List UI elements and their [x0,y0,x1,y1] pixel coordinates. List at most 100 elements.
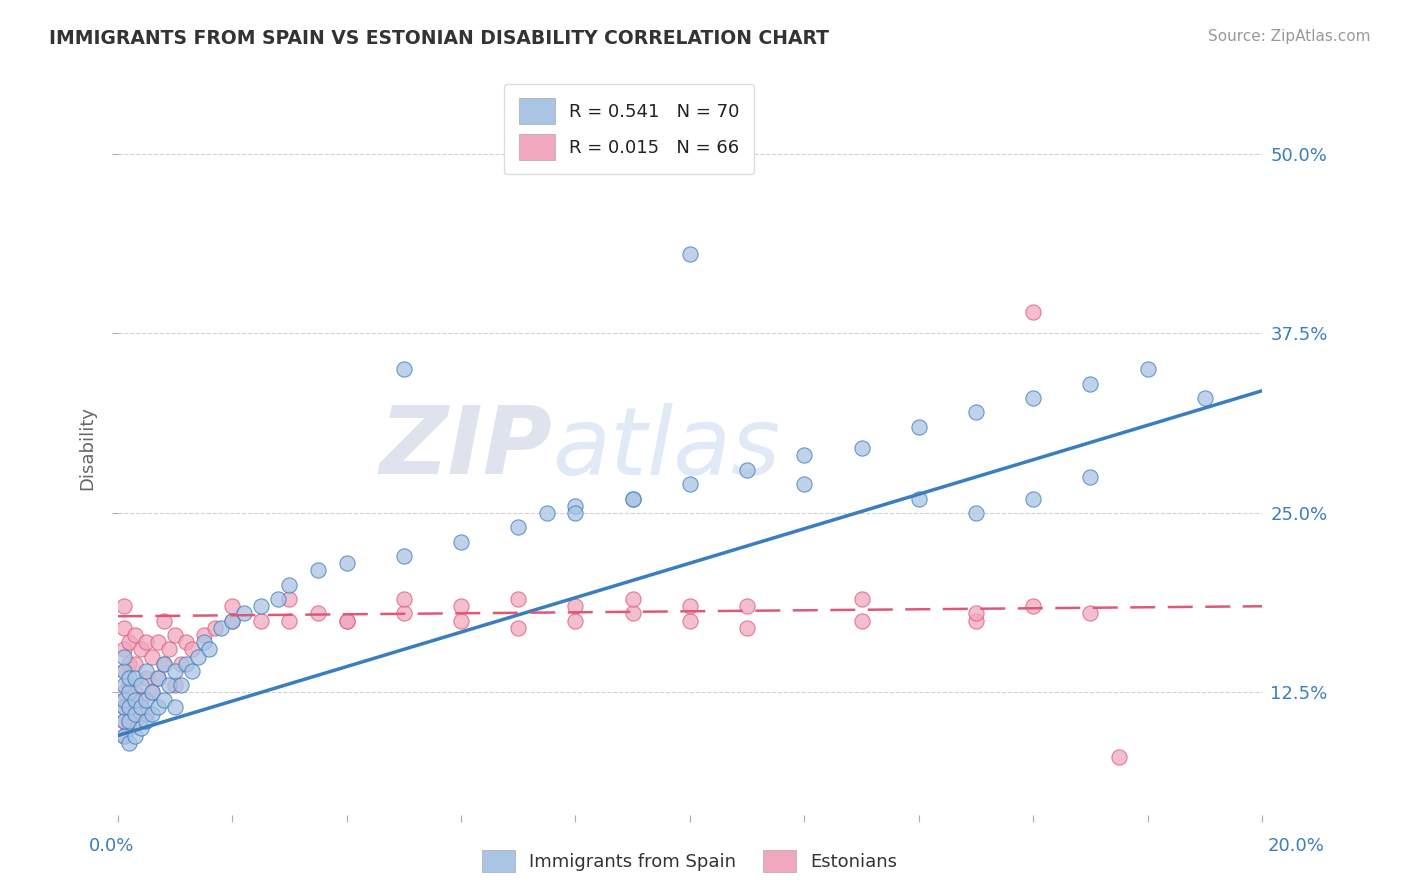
Point [965,614,987,628]
Point [564,614,586,628]
Point [112,621,135,635]
Point [965,607,987,621]
Point [129,699,152,714]
Point [392,549,415,563]
Point [124,706,146,721]
Point [135,664,157,678]
Point [1108,750,1130,764]
Text: ZIP: ZIP [380,402,553,494]
Point [163,628,186,642]
Point [851,441,873,455]
Point [141,685,163,699]
Point [1022,491,1045,506]
Point [141,706,163,721]
Point [135,692,157,706]
Point [112,599,135,614]
Point [152,614,174,628]
Point [450,534,472,549]
Point [1080,376,1102,391]
Point [124,692,146,706]
Point [163,678,186,692]
Point [679,247,702,261]
Point [124,685,146,699]
Point [112,642,135,657]
Point [209,621,232,635]
Text: Source: ZipAtlas.com: Source: ZipAtlas.com [1208,29,1371,44]
Point [152,657,174,671]
Point [536,506,558,520]
Point [118,722,141,736]
Point [141,685,163,699]
Point [135,706,157,721]
Point [163,664,186,678]
Point [392,607,415,621]
Point [118,678,141,692]
Point [124,671,146,685]
Point [221,599,243,614]
Point [735,463,758,477]
Point [193,635,215,649]
Point [1022,391,1045,405]
Point [232,607,254,621]
Point [1194,391,1216,405]
Point [278,592,301,607]
Point [112,729,135,743]
Point [735,599,758,614]
Point [621,607,644,621]
Point [118,699,141,714]
Point [181,664,204,678]
Text: atlas: atlas [553,402,780,494]
Point [679,599,702,614]
Point [118,635,141,649]
Point [112,649,135,664]
Point [135,635,157,649]
Point [146,671,169,685]
Point [564,506,586,520]
Point [1080,607,1102,621]
Point [118,657,141,671]
Point [112,678,135,692]
Point [181,642,204,657]
Point [392,592,415,607]
Point [621,491,644,506]
Point [204,621,226,635]
Point [1022,599,1045,614]
Point [336,556,359,570]
Point [1136,362,1159,376]
Point [146,635,169,649]
Legend: Immigrants from Spain, Estonians: Immigrants from Spain, Estonians [475,842,904,879]
Point [152,657,174,671]
Point [112,729,135,743]
Point [152,692,174,706]
Point [278,614,301,628]
Point [118,736,141,750]
Point [621,592,644,607]
Point [141,649,163,664]
Point [392,362,415,376]
Y-axis label: Disability: Disability [79,406,96,491]
Point [129,692,152,706]
Point [564,599,586,614]
Point [112,699,135,714]
Point [1022,305,1045,319]
Point [221,614,243,628]
Point [851,592,873,607]
Point [118,714,141,728]
Point [735,621,758,635]
Point [250,614,273,628]
Point [679,477,702,491]
Point [1080,470,1102,484]
Point [508,621,530,635]
Point [129,642,152,657]
Point [157,642,180,657]
Point [112,714,135,728]
Point [907,419,929,434]
Point [307,563,329,577]
Point [170,678,193,692]
Point [278,577,301,591]
Point [187,649,209,664]
Point [336,614,359,628]
Point [267,592,290,607]
Point [450,614,472,628]
Point [135,671,157,685]
